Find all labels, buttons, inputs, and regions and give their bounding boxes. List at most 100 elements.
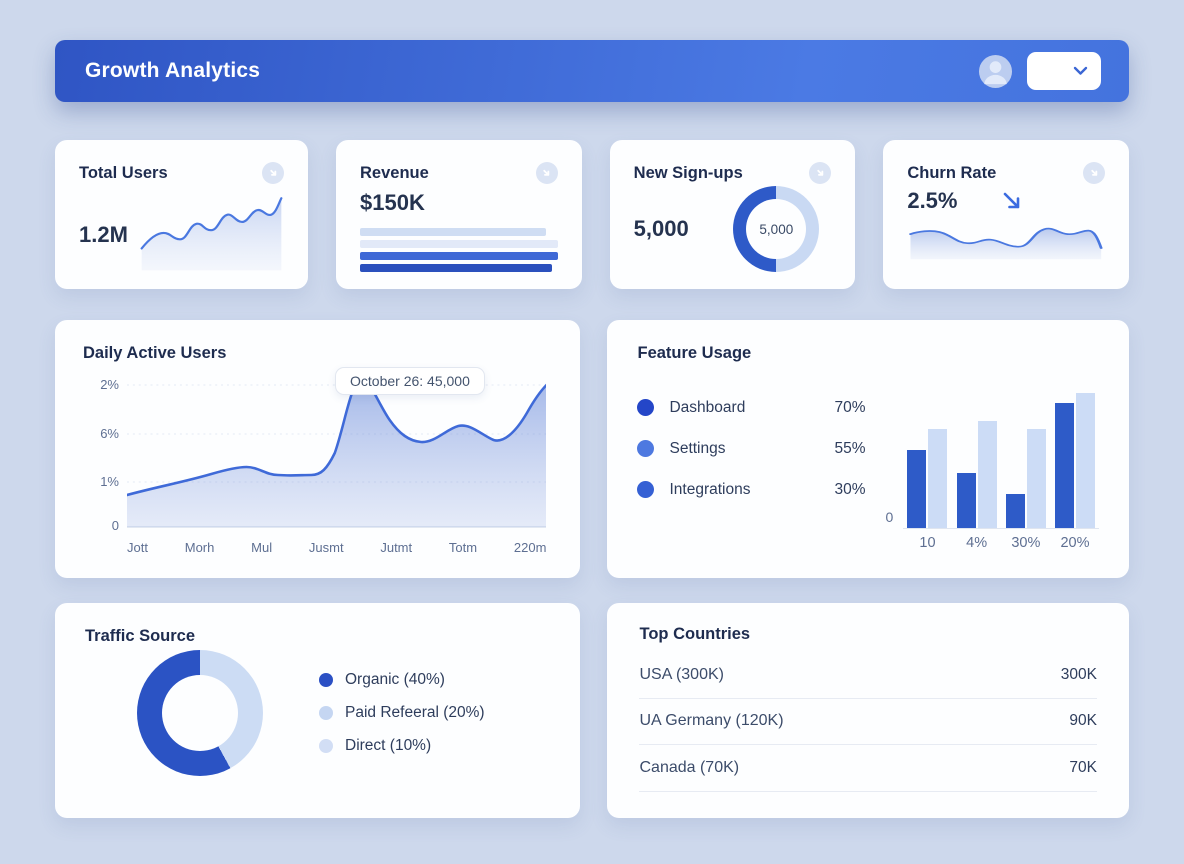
kpi-value: 2.5% bbox=[907, 188, 958, 213]
x-axis-tick: 30% bbox=[1011, 535, 1041, 551]
bar-primary bbox=[1005, 494, 1025, 528]
bar-group bbox=[1055, 393, 1095, 528]
country-label: Canada (70K) bbox=[639, 758, 740, 776]
kpi-card-total-users: Total Users 1.2M bbox=[55, 140, 308, 289]
y-axis-tick: 6% bbox=[100, 426, 119, 441]
card-action-arrow-icon[interactable] bbox=[809, 162, 832, 184]
middle-row: Daily Active Users 2% 6% 1% 0 bbox=[55, 320, 1129, 578]
traffic-legend: Organic (40%) Paid Refeeral (20%) Direct… bbox=[319, 671, 485, 755]
app-header: Growth Analytics bbox=[55, 40, 1129, 102]
country-label: USA (300K) bbox=[639, 665, 724, 683]
traffic-donut-chart bbox=[137, 650, 263, 776]
legend-item: Organic (40%) bbox=[319, 671, 485, 689]
revenue-bar bbox=[360, 252, 558, 260]
card-title: New Sign-ups bbox=[633, 163, 743, 182]
bar-secondary bbox=[928, 429, 948, 528]
revenue-bar bbox=[360, 228, 546, 236]
chevron-down-icon bbox=[1073, 66, 1088, 75]
legend-dot-icon bbox=[637, 399, 655, 416]
bar-primary bbox=[956, 473, 976, 528]
donut-center-label: 5,000 bbox=[759, 221, 794, 237]
countries-list: USA (300K) 300K UA Germany (120K) 90K Ca… bbox=[639, 652, 1097, 792]
signups-donut-chart: 5,000 bbox=[733, 186, 820, 272]
country-label: UA Germany (120K) bbox=[639, 712, 784, 730]
bottom-row: Traffic Source Organic (40%) Paid Refeer… bbox=[55, 603, 1129, 818]
legend-dot-icon bbox=[319, 673, 333, 687]
bar-secondary bbox=[1026, 429, 1046, 528]
panel-title: Daily Active Users bbox=[83, 344, 227, 362]
x-axis-tick: 220m bbox=[513, 540, 547, 555]
y-axis-tick: 1% bbox=[100, 474, 119, 489]
country-value: 90K bbox=[1069, 712, 1097, 730]
y-axis-zero-label: 0 bbox=[885, 509, 894, 525]
kpi-value: $150K bbox=[360, 190, 425, 215]
legend-value: 70% bbox=[834, 399, 866, 416]
legend-label: Integrations bbox=[669, 481, 751, 498]
dau-chart-area: 2% 6% 1% 0 bbox=[83, 367, 547, 555]
x-axis-tick: Morh bbox=[184, 540, 215, 555]
legend-label: Organic (40%) bbox=[345, 671, 445, 688]
x-axis-tick: 20% bbox=[1060, 535, 1090, 551]
y-axis-tick: 2% bbox=[100, 377, 119, 392]
list-item: UA Germany (120K) 90K bbox=[639, 699, 1097, 745]
revenue-mini-bars bbox=[360, 228, 558, 272]
page-title: Growth Analytics bbox=[85, 59, 261, 82]
country-value: 300K bbox=[1060, 665, 1097, 683]
legend-dot-icon bbox=[637, 481, 655, 498]
header-actions bbox=[978, 52, 1101, 90]
legend-label: Paid Refeeral (20%) bbox=[345, 704, 485, 721]
card-title: Revenue bbox=[360, 163, 429, 182]
card-action-arrow-icon[interactable] bbox=[262, 162, 284, 184]
bar-group bbox=[907, 429, 948, 528]
kpi-value: 5,000 bbox=[633, 216, 689, 241]
total-users-sparkline bbox=[140, 197, 283, 271]
chart-tooltip: October 26: 45,000 bbox=[335, 367, 485, 395]
panel-title: Feature Usage bbox=[637, 344, 752, 362]
country-value: 70K bbox=[1069, 758, 1097, 776]
x-axis-tick: Totm bbox=[448, 540, 478, 555]
kpi-value: 1.2M bbox=[79, 222, 128, 247]
legend-dot-icon bbox=[319, 739, 333, 753]
churn-rate-sparkline bbox=[909, 227, 1103, 260]
x-axis-labels: Jott Morh Mul Jusmt Jutmt Totm 220m bbox=[127, 540, 546, 555]
revenue-bar bbox=[360, 240, 558, 248]
trend-down-arrow-icon bbox=[1004, 192, 1020, 209]
card-action-arrow-icon[interactable] bbox=[535, 162, 558, 184]
legend-label: Settings bbox=[669, 440, 726, 457]
panel-title: Traffic Source bbox=[85, 627, 196, 645]
bar-group bbox=[956, 421, 997, 528]
bar-group bbox=[1005, 429, 1046, 528]
kpi-card-new-signups: New Sign-ups 5,000 5,000 bbox=[609, 140, 856, 289]
header-dropdown[interactable] bbox=[1027, 52, 1101, 90]
legend-label: Direct (10%) bbox=[345, 737, 432, 754]
legend-dot-icon bbox=[319, 706, 333, 720]
user-avatar-icon[interactable] bbox=[978, 54, 1013, 89]
kpi-card-revenue: Revenue $150K bbox=[336, 140, 582, 289]
bar-primary bbox=[907, 450, 927, 528]
panel-feature-usage: Feature Usage Dashboard 70% Settings 55%… bbox=[607, 320, 1129, 578]
kpi-row: Total Users 1.2M bbox=[55, 140, 1129, 289]
x-axis-tick: Mul bbox=[251, 540, 273, 555]
panel-top-countries: Top Countries USA (300K) 300K UA Germany… bbox=[607, 603, 1129, 818]
card-title: Churn Rate bbox=[907, 163, 997, 182]
card-title: Total Users bbox=[79, 163, 168, 182]
x-axis-tick: 4% bbox=[966, 535, 988, 551]
x-axis-tick: Jott bbox=[127, 540, 148, 555]
panel-daily-active-users: Daily Active Users 2% 6% 1% 0 bbox=[55, 320, 581, 578]
feature-usage-bar-chart: 0 bbox=[885, 387, 1099, 551]
x-axis-tick: Jusmt bbox=[308, 540, 344, 555]
legend-value: 30% bbox=[834, 481, 866, 498]
card-action-arrow-icon[interactable] bbox=[1083, 162, 1105, 184]
x-axis-tick: 10 bbox=[919, 535, 936, 551]
legend-item: Paid Refeeral (20%) bbox=[319, 704, 485, 722]
legend-value: 55% bbox=[834, 440, 866, 457]
panel-traffic-source: Traffic Source Organic (40%) Paid Refeer… bbox=[55, 603, 581, 818]
bar-primary bbox=[1055, 403, 1074, 528]
legend-label: Dashboard bbox=[669, 399, 746, 416]
kpi-card-churn-rate: Churn Rate 2.5% bbox=[883, 140, 1129, 289]
list-item: USA (300K) 300K bbox=[639, 652, 1097, 699]
feature-usage-legend: Dashboard 70% Settings 55% Integrations … bbox=[637, 399, 865, 551]
legend-item: Direct (10%) bbox=[319, 737, 485, 755]
y-axis-tick: 0 bbox=[111, 518, 119, 533]
bar-secondary bbox=[977, 421, 997, 528]
